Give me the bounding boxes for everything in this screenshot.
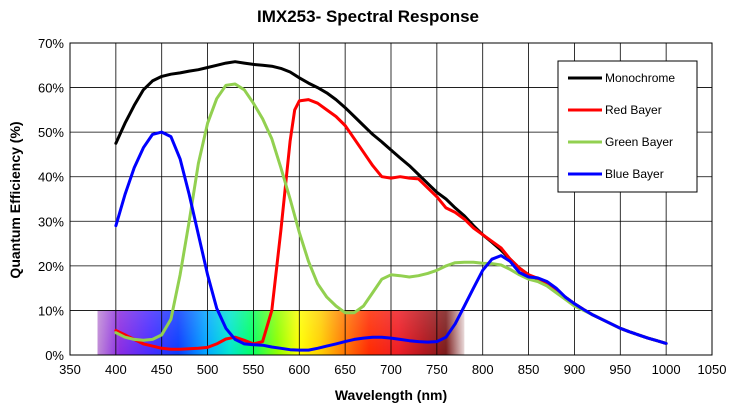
- plot-frame: [69, 42, 713, 356]
- x-tick-label: 850: [518, 362, 540, 377]
- y-tick-label: 50%: [38, 125, 64, 140]
- series-line-green-bayer: [114, 82, 668, 345]
- y-axis-label: Quantum Efficiency (%): [7, 121, 23, 278]
- x-tick-label: 750: [426, 362, 448, 377]
- legend-box: [557, 60, 698, 193]
- x-tick-label: 950: [609, 362, 631, 377]
- x-tick-label: 700: [380, 362, 402, 377]
- legend-label-blue-bayer: Blue Bayer: [605, 167, 664, 181]
- x-tick-label: 550: [243, 362, 265, 377]
- y-tick-label: 70%: [38, 36, 64, 51]
- y-tick-label: 20%: [38, 259, 64, 274]
- y-tick-label: 60%: [38, 81, 64, 96]
- x-axis-label: Wavelength (nm): [335, 387, 447, 403]
- x-tick-label: 1050: [698, 362, 727, 377]
- legend-label-monochrome: Monochrome: [605, 71, 675, 85]
- x-tick-labels: 350 400 450 500 550 600 650 700 750 800 850 900 950 1…: [59, 362, 726, 377]
- x-tick-label: 450: [151, 362, 173, 377]
- y-tick-label: 30%: [38, 214, 64, 229]
- legend-label-green-bayer: Green Bayer: [605, 135, 673, 149]
- x-tick-label: 650: [334, 362, 356, 377]
- legend-label-red-bayer: Red Bayer: [605, 103, 662, 117]
- x-tick-label: 350: [59, 362, 81, 377]
- y-tick-label: 0%: [45, 348, 64, 363]
- series-line-blue-bayer: [114, 130, 668, 352]
- y-tick-labels: 0% 10% 20% 30% 40% 50% 60% 70%: [38, 36, 64, 363]
- x-tick-label: 400: [105, 362, 127, 377]
- legend: Monochrome Red Bayer Green Bayer Blue Bayer: [557, 60, 698, 193]
- x-tick-label: 800: [472, 362, 494, 377]
- y-tick-label: 40%: [38, 170, 64, 185]
- x-tick-label: 900: [564, 362, 586, 377]
- plot-area-border: [69, 42, 713, 356]
- x-tick-label: 1000: [652, 362, 681, 377]
- chart-title: IMX253- Spectral Response: [257, 7, 479, 26]
- series-layer: [114, 60, 668, 352]
- x-tick-label: 500: [197, 362, 219, 377]
- y-tick-label: 10%: [38, 303, 64, 318]
- x-tick-label: 600: [288, 362, 310, 377]
